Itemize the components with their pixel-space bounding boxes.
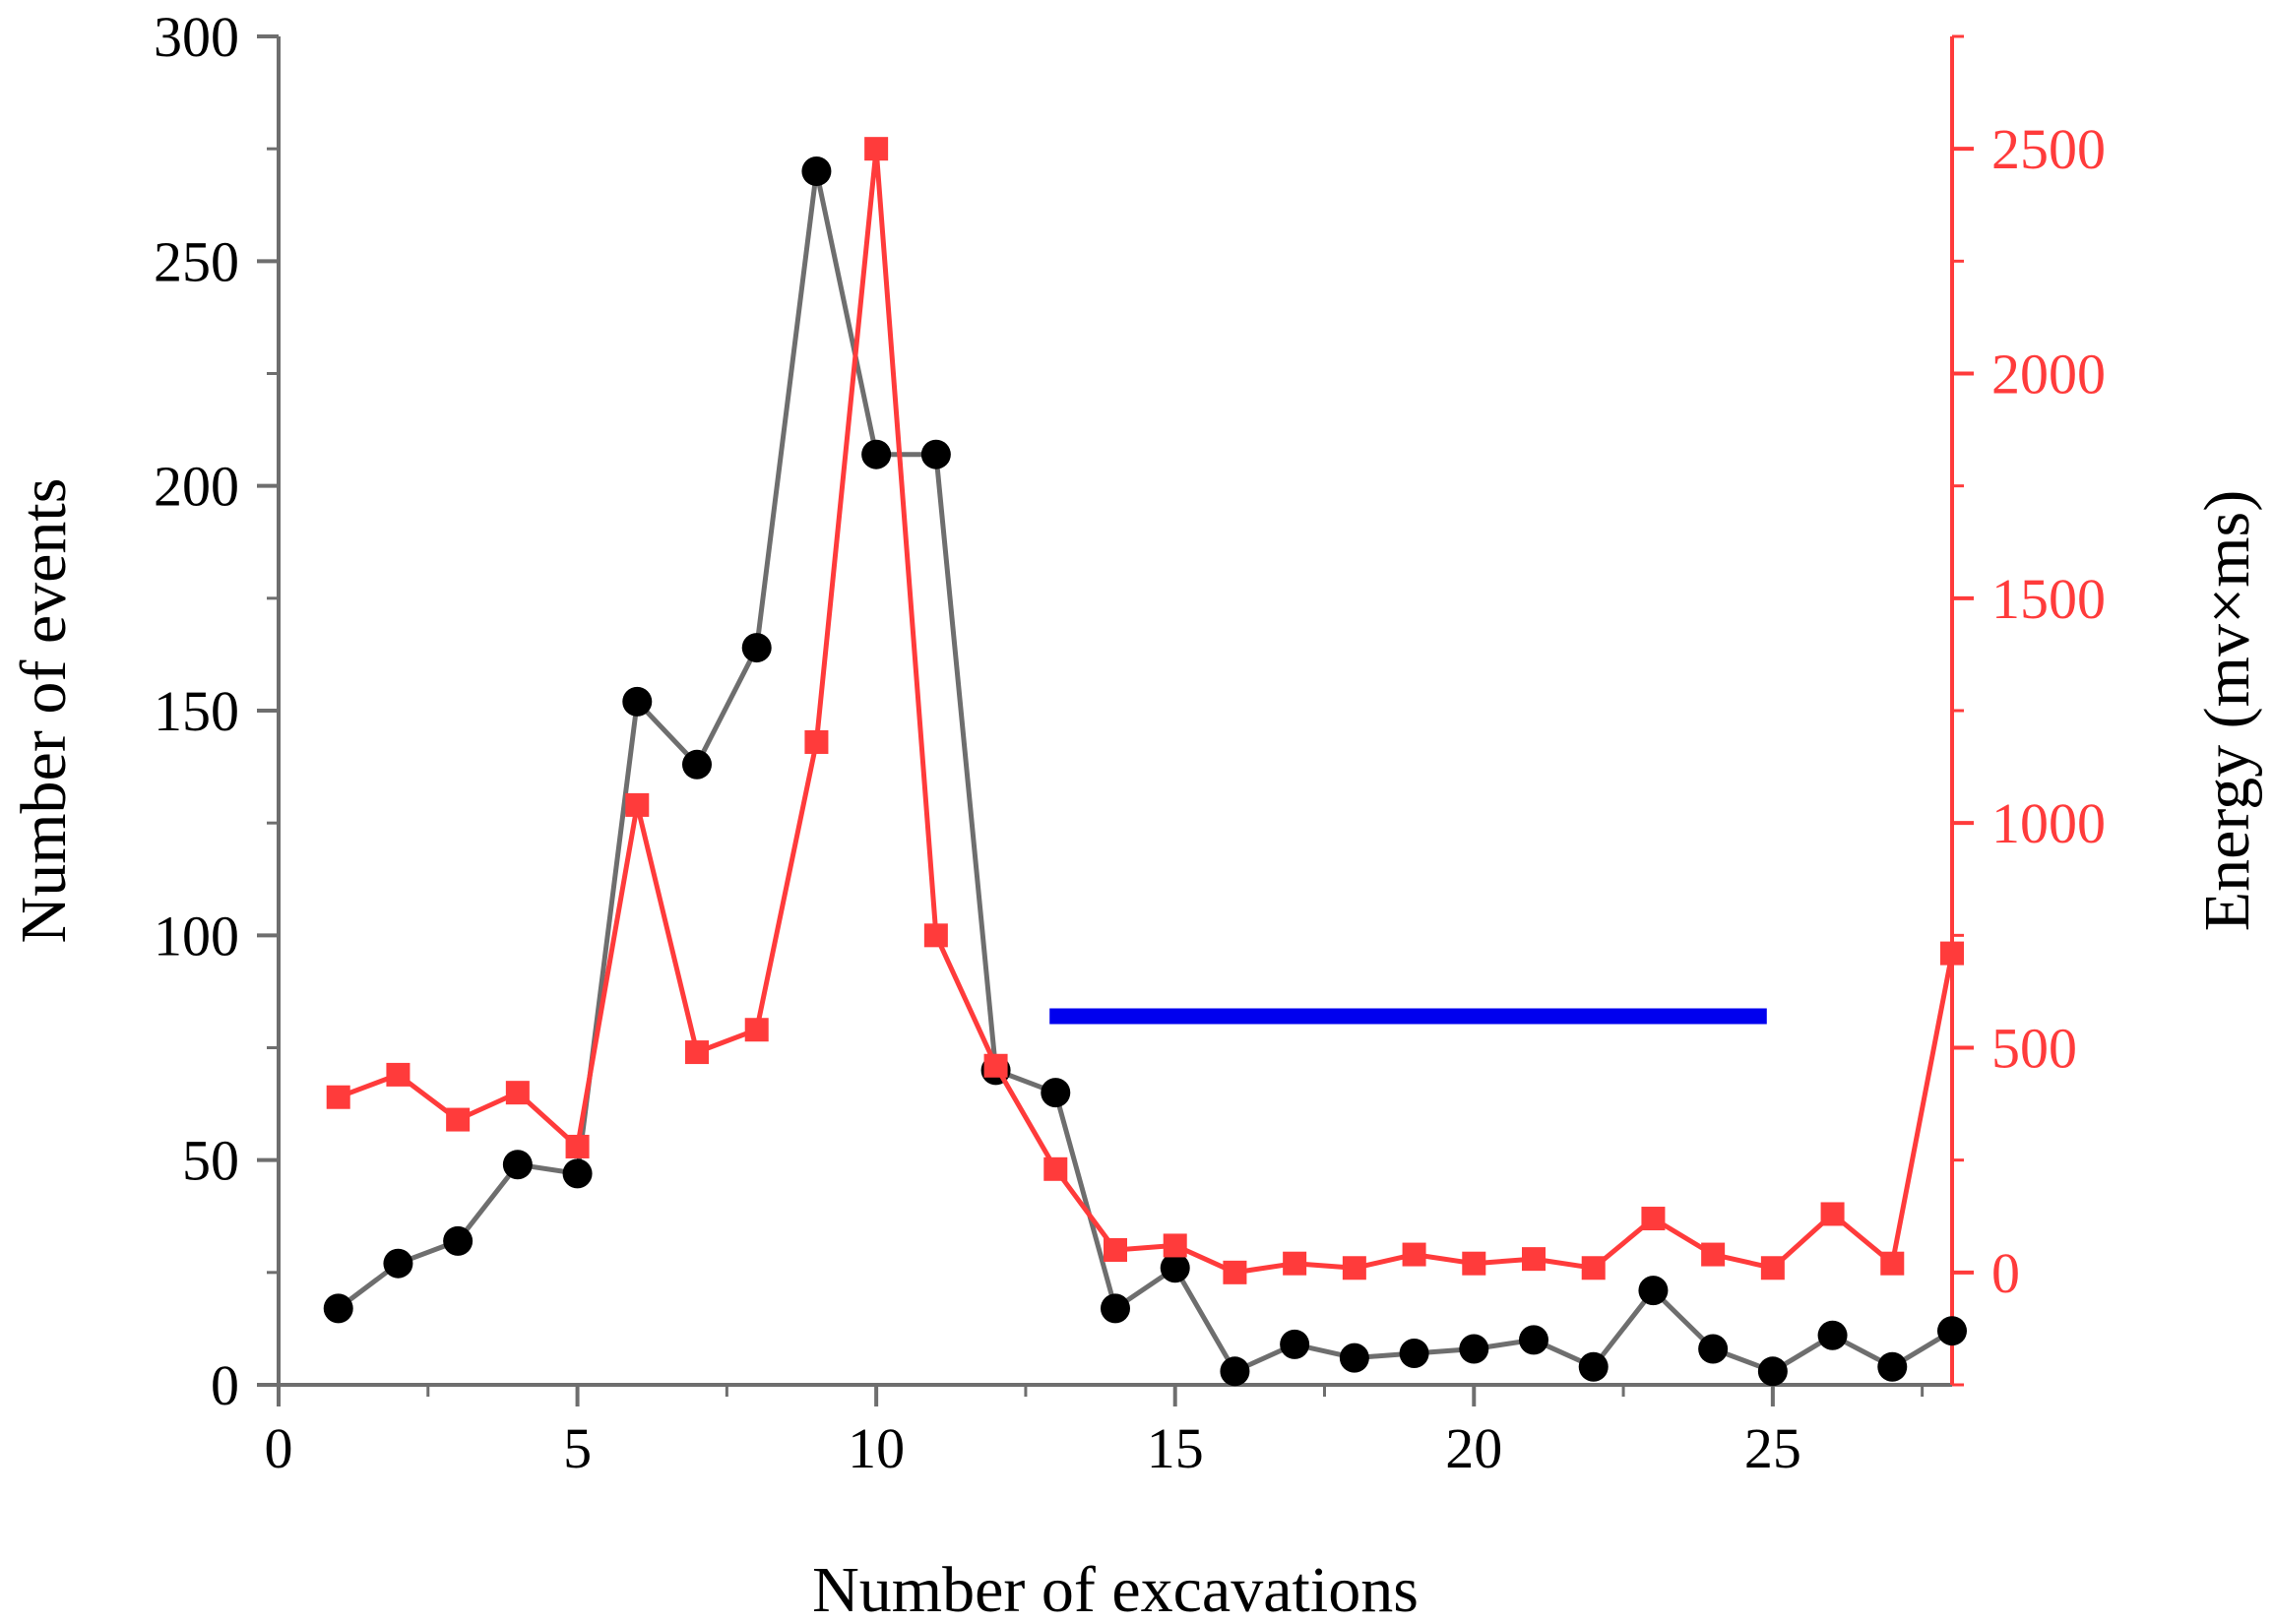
y2-axis-title: Energy (mv×ms) [2191, 490, 2263, 931]
events-point [443, 1225, 474, 1256]
energy-point [744, 1018, 769, 1042]
left-tick-label: 250 [154, 229, 239, 293]
right-tick-label: 0 [1991, 1241, 2020, 1305]
energy-point [1283, 1251, 1307, 1276]
events-point [1698, 1334, 1729, 1364]
series-layer [323, 137, 1967, 1387]
left-tick-label: 50 [182, 1129, 239, 1193]
energy-point [1223, 1260, 1247, 1284]
events-point [502, 1150, 533, 1180]
events-point [741, 633, 772, 663]
events-point [1937, 1316, 1967, 1346]
energy-point [685, 1040, 709, 1065]
events-point [1459, 1334, 1489, 1364]
bottom-tick-label: 25 [1744, 1416, 1801, 1480]
events-point [920, 439, 951, 469]
left-tick-label: 100 [154, 904, 239, 968]
energy-point [1043, 1156, 1068, 1181]
events-point [1578, 1351, 1609, 1382]
events-point [562, 1158, 593, 1189]
energy-point [1163, 1233, 1187, 1258]
events-point [1757, 1356, 1788, 1387]
energy-point [1820, 1202, 1845, 1226]
series-line-energy [337, 146, 1955, 1276]
events-point [622, 686, 653, 717]
events-point [1220, 1356, 1250, 1387]
energy-point [1342, 1256, 1366, 1280]
bottom-tick-label: 15 [1147, 1416, 1204, 1480]
events-point [1817, 1320, 1848, 1350]
energy-point [1880, 1251, 1905, 1276]
events-point [1638, 1276, 1669, 1306]
energy-point [386, 1062, 410, 1087]
energy-point [1462, 1251, 1486, 1276]
events-point [1280, 1329, 1310, 1359]
events-point [383, 1248, 413, 1279]
events-point [1339, 1343, 1369, 1373]
energy-point [565, 1134, 590, 1158]
energy-point [625, 792, 650, 817]
right-tick-label: 2500 [1991, 117, 2106, 181]
energy-point [864, 137, 889, 161]
energy-point [446, 1107, 471, 1132]
series-line-events [337, 168, 1954, 1374]
right-tick-label: 500 [1991, 1017, 2077, 1081]
bottom-tick-label: 0 [265, 1416, 293, 1480]
energy-point [1581, 1256, 1606, 1280]
events-point [1041, 1078, 1071, 1108]
x-axis-title: Number of excavations [812, 1554, 1419, 1624]
events-point [801, 156, 832, 186]
energy-point [1760, 1256, 1785, 1280]
right-tick-label: 1500 [1991, 567, 2106, 631]
left-tick-label: 150 [154, 679, 239, 743]
left-tick-label: 200 [154, 455, 239, 519]
right-tick-label: 1000 [1991, 791, 2106, 855]
energy-point [1940, 941, 1964, 966]
events-point [1101, 1293, 1130, 1324]
bottom-tick-label: 20 [1445, 1416, 1502, 1480]
energy-point [1641, 1207, 1666, 1231]
energy-point [505, 1081, 530, 1105]
energy-point [326, 1085, 350, 1109]
events-point [1877, 1351, 1908, 1382]
energy-point [983, 1053, 1008, 1078]
energy-point [923, 923, 948, 948]
events-point [861, 439, 892, 469]
events-point [1399, 1339, 1429, 1369]
bottom-tick-label: 10 [848, 1416, 905, 1480]
y-axis-title: Number of events [8, 478, 80, 944]
axes [257, 34, 1974, 1406]
events-point [1519, 1325, 1548, 1355]
events-point [323, 1293, 353, 1324]
bottom-tick-label: 5 [563, 1416, 592, 1480]
left-tick-label: 300 [154, 5, 239, 69]
left-tick-label: 0 [211, 1353, 239, 1417]
energy-point [1104, 1238, 1127, 1262]
energy-point [1701, 1242, 1726, 1267]
events-point [682, 749, 712, 780]
energy-point [1522, 1247, 1546, 1272]
right-tick-label: 2000 [1991, 343, 2106, 406]
events-point [1160, 1253, 1190, 1283]
energy-point [1402, 1242, 1426, 1267]
energy-point [804, 729, 829, 754]
